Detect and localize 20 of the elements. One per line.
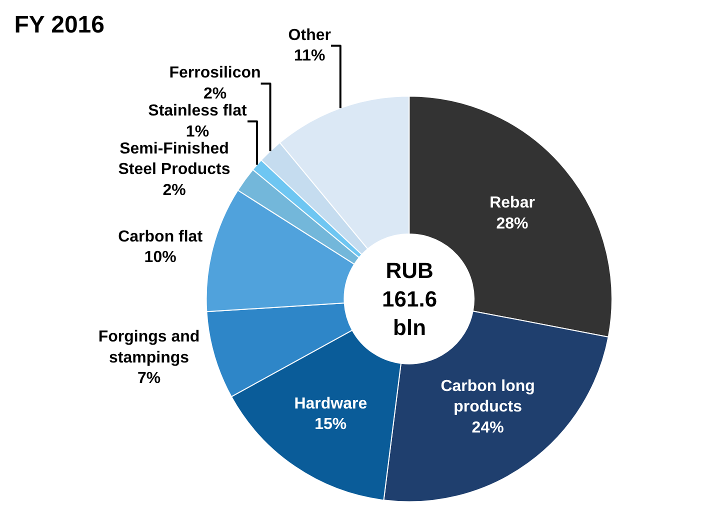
data-label: 15% (314, 416, 347, 434)
slice-label: Other (288, 26, 331, 44)
chart-title: FY 2016 (14, 11, 104, 38)
data-label: 2% (203, 85, 227, 102)
data-label: 24% (472, 420, 504, 437)
slice-label: Stainless flat (148, 102, 248, 120)
data-label: 10% (144, 249, 176, 266)
data-label: 2% (162, 182, 186, 199)
slice-label: Forgings and stampings (98, 328, 200, 366)
slice-label: Rebar (490, 194, 535, 212)
data-label: 7% (137, 370, 161, 388)
data-label: 11% (294, 48, 326, 65)
slice-label: Hardware (294, 395, 368, 412)
slice-label: Semi-Finished Steel Products (118, 140, 230, 178)
data-label: 1% (186, 123, 210, 140)
slice-label: Ferrosilicon (169, 64, 261, 82)
slice-label: Carbon long products (440, 378, 535, 416)
data-label: 28% (496, 216, 528, 233)
slice-label: Carbon flat (118, 228, 204, 246)
text: RUB 161.6 bln (382, 258, 438, 340)
